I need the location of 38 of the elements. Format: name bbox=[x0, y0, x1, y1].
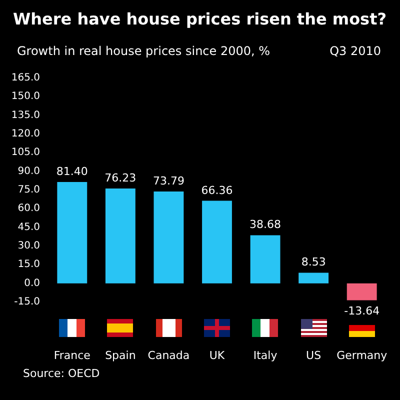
y-tick-label: 45.0 bbox=[18, 222, 40, 233]
bar bbox=[154, 192, 184, 284]
y-tick-label: 30.0 bbox=[18, 240, 40, 252]
y-tick-label: 120.0 bbox=[11, 128, 40, 140]
data-label: 38.68 bbox=[250, 218, 282, 232]
y-tick-label: 135.0 bbox=[11, 110, 40, 121]
x-tick-label: US bbox=[306, 349, 322, 362]
bar bbox=[202, 200, 232, 284]
y-tick-label: 75.0 bbox=[18, 184, 40, 196]
data-label: 73.79 bbox=[152, 174, 184, 188]
y-tick-label: 0.0 bbox=[24, 278, 40, 289]
chart-title: Where have house prices risen the most? bbox=[13, 10, 387, 28]
bar bbox=[250, 235, 280, 284]
y-tick-label: 105.0 bbox=[11, 147, 40, 158]
y-tick-label: 60.0 bbox=[18, 203, 40, 214]
data-label: 76.23 bbox=[104, 171, 136, 184]
bar bbox=[57, 182, 88, 284]
bar bbox=[105, 188, 136, 284]
x-tick-label: Spain bbox=[105, 349, 136, 362]
y-tick-label: 150.0 bbox=[11, 91, 40, 102]
y-tick-label: 165.0 bbox=[11, 72, 40, 84]
y-tick-label: 90.0 bbox=[18, 166, 40, 177]
bar bbox=[346, 283, 377, 300]
data-label: 8.53 bbox=[301, 256, 326, 269]
x-tick-label: Canada bbox=[148, 349, 190, 362]
source-note: Source: OECD bbox=[23, 367, 100, 380]
text: Q3 2010 bbox=[330, 44, 382, 58]
x-tick-label: France bbox=[54, 349, 91, 362]
x-tick-label: Germany bbox=[336, 349, 388, 362]
data-label: 81.40 bbox=[56, 165, 88, 178]
y-tick-label: -15.0 bbox=[14, 296, 40, 308]
bar bbox=[298, 272, 329, 284]
data-label: -13.64 bbox=[344, 304, 380, 318]
x-tick-label: UK bbox=[209, 349, 226, 362]
y-tick-label: 15.0 bbox=[18, 259, 40, 270]
x-tick-label: Italy bbox=[253, 349, 278, 362]
data-label: 66.36 bbox=[201, 184, 233, 197]
chart-subtitle: Growth in real house prices since 2000, % bbox=[17, 44, 270, 58]
